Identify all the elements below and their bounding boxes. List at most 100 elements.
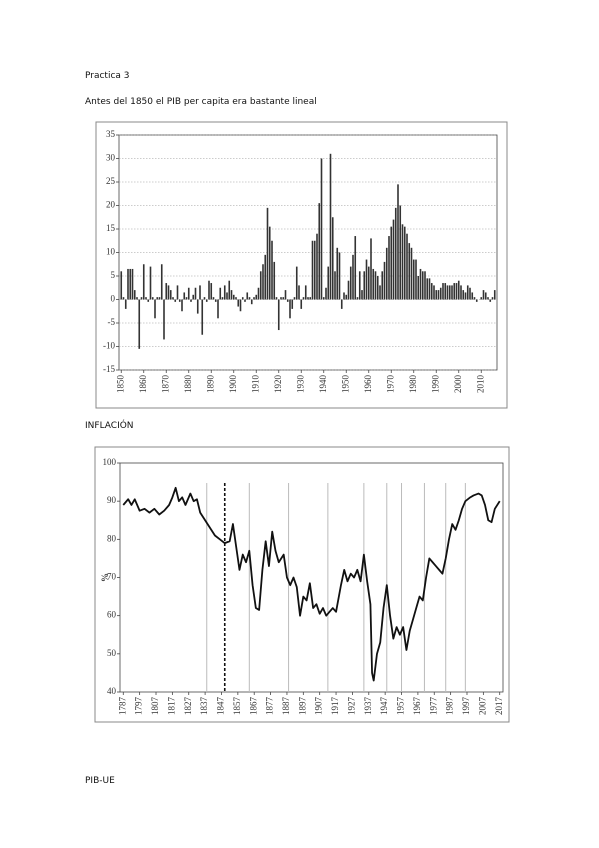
- x-tick-label: 2010: [475, 375, 485, 394]
- heading: Practica 3: [85, 71, 130, 81]
- chart-frame: [94, 446, 510, 723]
- x-tick-label: 2000: [453, 375, 463, 394]
- bar: [196, 299, 199, 314]
- y-tick-label: 70: [107, 572, 117, 582]
- x-tick-label: 1857: [232, 697, 242, 716]
- y-tick-label: 100: [103, 457, 117, 467]
- bar: [406, 233, 408, 300]
- y-tick-label: 0: [111, 294, 116, 304]
- bar: [334, 271, 336, 300]
- bar: [480, 297, 483, 300]
- bar: [160, 264, 163, 300]
- x-tick-label: 1797: [134, 697, 144, 716]
- bar: [277, 299, 280, 331]
- bar: [246, 292, 249, 300]
- bar: [268, 226, 271, 300]
- bar: [165, 283, 168, 300]
- bar: [129, 268, 132, 300]
- bar: [484, 292, 487, 300]
- bar: [493, 290, 496, 300]
- bar: [309, 297, 312, 300]
- bar: [271, 240, 273, 300]
- x-tick-label: 2017: [494, 697, 504, 716]
- x-tick-label: 1827: [183, 697, 193, 716]
- bar: [185, 297, 188, 300]
- bar: [336, 247, 339, 300]
- bar: [140, 297, 143, 300]
- bar: [322, 297, 325, 300]
- bar: [466, 285, 469, 300]
- y-tick-label: 25: [106, 176, 116, 186]
- bar: [385, 247, 388, 300]
- x-tick-label: 1970: [385, 375, 395, 394]
- y-tick-label: 50: [107, 648, 117, 658]
- bar: [489, 299, 492, 302]
- bar: [282, 297, 285, 300]
- bar: [142, 264, 145, 300]
- y-axis-label: %: [100, 573, 110, 582]
- bar: [361, 290, 363, 300]
- bar: [257, 287, 260, 300]
- bar: [169, 290, 172, 300]
- x-tick-label: 1980: [408, 375, 418, 394]
- y-tick-label: 35: [106, 129, 116, 139]
- bar: [223, 285, 226, 300]
- bar: [446, 285, 449, 300]
- bar: [212, 297, 215, 300]
- bar: [372, 268, 375, 300]
- bar: [311, 240, 314, 300]
- bar: [487, 297, 489, 300]
- bar: [120, 271, 123, 300]
- bar: [199, 285, 201, 300]
- bar: [471, 292, 474, 300]
- bar: [349, 266, 352, 300]
- bar: [241, 297, 244, 300]
- bar: [217, 299, 219, 319]
- bar: [167, 285, 170, 300]
- bar: [230, 290, 233, 300]
- bar: [428, 278, 431, 300]
- x-tick-label: 1807: [150, 697, 160, 716]
- bar: [442, 283, 444, 300]
- y-tick-label: 20: [106, 200, 116, 210]
- bar: [136, 297, 138, 300]
- bar: [439, 287, 442, 300]
- bar: [390, 226, 393, 300]
- bar: [320, 158, 323, 300]
- bar: [181, 299, 183, 312]
- bar: [331, 217, 334, 300]
- bar: [275, 297, 278, 300]
- bar: [383, 261, 386, 300]
- bar: [176, 285, 179, 300]
- bar: [397, 184, 399, 300]
- bar: [289, 299, 291, 319]
- x-tick-label: 1950: [340, 375, 350, 394]
- x-tick-label: 1937: [363, 697, 373, 716]
- bar: [145, 297, 147, 300]
- chart-frame: [95, 121, 508, 409]
- x-tick-label: 1990: [430, 375, 440, 394]
- bar: [286, 299, 289, 302]
- x-tick-label: 1907: [314, 697, 324, 716]
- bar: [255, 294, 258, 300]
- bar: [415, 259, 417, 300]
- bar: [250, 299, 253, 305]
- x-tick-label: 1890: [205, 375, 215, 394]
- bar: [273, 261, 276, 300]
- bar: [381, 271, 384, 300]
- bar: [228, 280, 231, 300]
- bar: [239, 299, 242, 312]
- bar: [133, 290, 136, 300]
- bar: [473, 297, 476, 300]
- bar: [421, 271, 424, 300]
- bar: [408, 243, 411, 300]
- bar: [131, 268, 134, 300]
- bar: [205, 299, 208, 302]
- bar: [237, 299, 240, 307]
- bar: [394, 207, 397, 300]
- bar: [226, 292, 228, 300]
- bar: [424, 271, 426, 300]
- y-tick-label: 90: [107, 495, 117, 505]
- y-tick-label: 15: [106, 223, 116, 233]
